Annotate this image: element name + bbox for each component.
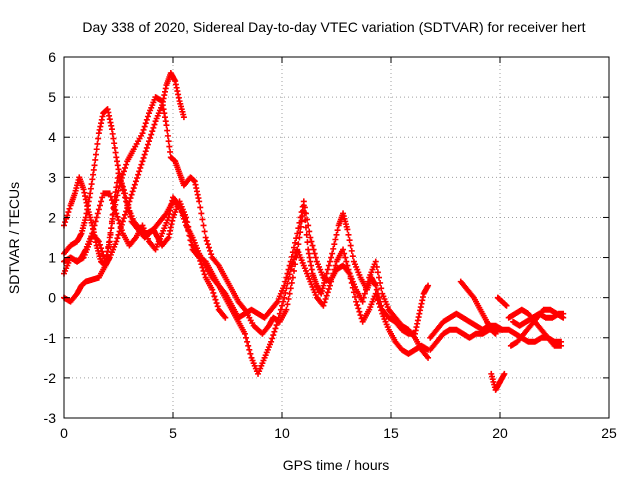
data-point-markers bbox=[488, 370, 508, 393]
y-tick-label: 4 bbox=[48, 129, 56, 145]
y-tick-label: -1 bbox=[44, 330, 57, 346]
x-tick-label: 0 bbox=[60, 425, 68, 441]
y-tick-label: 1 bbox=[48, 250, 56, 266]
data-point-markers bbox=[510, 310, 567, 329]
x-tick-label: 15 bbox=[383, 425, 399, 441]
y-tick-label: 0 bbox=[48, 290, 56, 306]
data-point-markers bbox=[457, 278, 499, 337]
data-series bbox=[61, 70, 567, 393]
x-tick-label: 10 bbox=[274, 425, 290, 441]
x-axis-label: GPS time / hours bbox=[283, 457, 390, 473]
chart-title: Day 338 of 2020, Sidereal Day-to-day VTE… bbox=[82, 19, 585, 35]
x-tick-label: 25 bbox=[601, 425, 617, 441]
series-track-8 bbox=[457, 278, 499, 337]
data-point-markers bbox=[494, 294, 510, 309]
y-tick-label: 5 bbox=[48, 89, 56, 105]
y-tick-label: 2 bbox=[48, 209, 56, 225]
y-axis-label: SDTVAR / TECUs bbox=[6, 182, 22, 294]
plot-frame bbox=[63, 56, 610, 419]
series-track-10 bbox=[488, 370, 508, 393]
x-tick-label: 20 bbox=[492, 425, 508, 441]
series-track-13 bbox=[510, 310, 567, 329]
y-tick-label: 3 bbox=[48, 169, 56, 185]
y-tick-label: -2 bbox=[44, 370, 57, 386]
y-tick-label: 6 bbox=[48, 49, 56, 65]
y-tick-label: -3 bbox=[44, 410, 57, 426]
axes: 0 5 10 15 20 25 -3 -2 -1 0 1 2 3 4 5 6 bbox=[44, 49, 617, 441]
x-tick-label: 5 bbox=[169, 425, 177, 441]
series-track-9 bbox=[494, 294, 510, 309]
grid bbox=[64, 57, 609, 418]
